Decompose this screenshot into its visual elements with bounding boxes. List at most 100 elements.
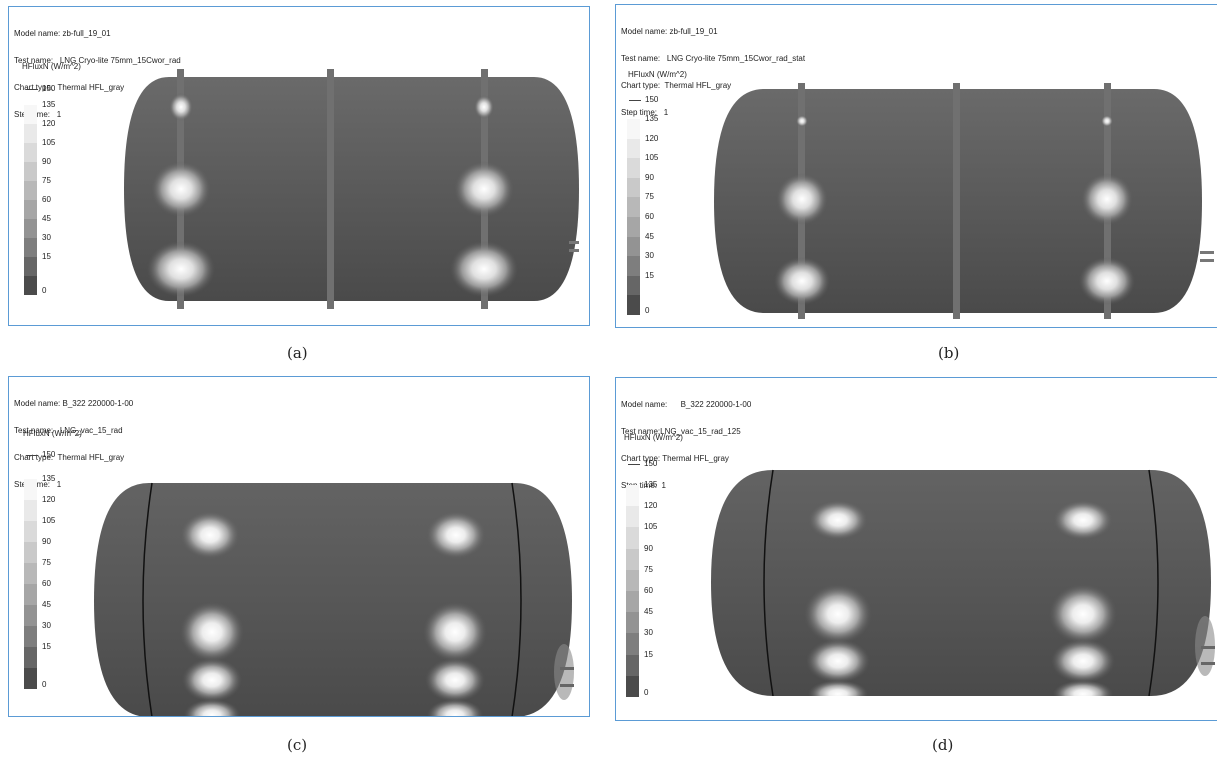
legend-tick-label: 60 — [42, 195, 51, 204]
legend-tick-label: 15 — [42, 642, 51, 651]
legend-tick-label: 0 — [42, 680, 47, 689]
legend-swatch — [24, 668, 37, 689]
step-time-label: Step time: — [14, 110, 51, 119]
legend-tick-label: 45 — [42, 600, 51, 609]
legend-tick-label: 15 — [42, 252, 51, 261]
legend-tick-label: 150 — [645, 95, 659, 104]
step-time-value: 1 — [56, 110, 62, 119]
legend-swatch — [626, 569, 639, 591]
chart-type-value: Thermal HFL_gray — [662, 454, 729, 463]
legend-swatch — [626, 654, 639, 676]
legend-tick-label: 120 — [644, 501, 658, 511]
legend-swatch — [626, 506, 639, 528]
caption-d: (d) — [932, 736, 954, 754]
test-name-label: Test name: — [621, 54, 661, 63]
legend-tick-label: 30 — [644, 628, 653, 638]
legend-tick-label: 45 — [645, 231, 654, 241]
test-name-value: LNG Cryo-lite 75mm_15Cwor_rad — [59, 56, 181, 65]
legend-tick-label: 60 — [42, 579, 51, 588]
legend-swatch — [626, 527, 639, 549]
legend-tick-label: 90 — [42, 537, 51, 546]
step-time-label: Step time: — [14, 480, 51, 489]
model-name-value: zb-full_19_01 — [62, 29, 111, 38]
chart-type-label: Chart type: — [621, 81, 661, 90]
legend-swatch — [24, 162, 37, 181]
legend-swatch — [24, 584, 37, 605]
legend-tick-label: 135 — [42, 474, 56, 483]
legend-unit-label: HFluxN (W/m^2) — [22, 62, 81, 71]
legend-swatch — [24, 500, 37, 521]
panel-a: Model name: zb-full_19_01 Test name: LNG… — [8, 6, 590, 326]
legend-color-bar — [24, 479, 37, 689]
legend-swatch — [24, 200, 37, 219]
legend-tick-label: 120 — [42, 495, 56, 504]
legend-swatch — [24, 219, 37, 238]
tank-thermal-plot — [714, 83, 1214, 319]
legend-swatch — [24, 521, 37, 542]
legend-tick-label: 90 — [645, 172, 654, 182]
legend-tick-label: 105 — [644, 522, 658, 532]
caption-c: (c) — [287, 736, 308, 754]
caption-a: (a) — [287, 344, 308, 362]
chart-type-label: Chart type: — [14, 453, 54, 462]
test-name-label: Test name: — [14, 426, 54, 435]
legend-tick-label: 120 — [42, 119, 56, 128]
model-name-label: Model name: — [14, 399, 61, 408]
step-time-value: 1 — [661, 481, 666, 490]
legend-tick-label: 90 — [42, 157, 51, 166]
legend-tick-label: 45 — [42, 214, 51, 223]
test-name-label: Test name: — [14, 56, 54, 65]
legend-tick-label: 135 — [42, 100, 56, 109]
legend-tick-label: 15 — [645, 270, 654, 280]
caption-b: (b) — [938, 344, 960, 362]
legend-unit-label: HFluxN (W/m^2) — [628, 70, 687, 79]
legend-swatch — [24, 143, 37, 162]
legend-tick-label: 0 — [644, 688, 649, 697]
legend-tick-label: 30 — [645, 251, 654, 261]
panel-c: Model name: B_322 220000-1-00 Test name:… — [8, 376, 590, 717]
metadata-block: Model name: B_322 220000-1-00 Test name:… — [621, 382, 751, 508]
legend-tick-label: 0 — [645, 306, 650, 315]
chart-type-label: Chart type: — [621, 454, 661, 463]
legend-tick-label: 30 — [42, 621, 51, 630]
legend-swatch — [24, 605, 37, 626]
legend-tick-label: 150 — [42, 450, 56, 459]
legend-color-bar — [24, 105, 37, 295]
legend-tick-label: 60 — [644, 586, 653, 595]
legend-tick-label: 105 — [42, 516, 56, 525]
legend-swatch — [24, 647, 37, 668]
step-time-label: Step time: — [621, 108, 658, 117]
legend-tick-label: 150 — [644, 459, 658, 468]
metadata-block: Model name: B_322 220000-1-00 Test name:… — [14, 381, 133, 507]
legend-swatch — [24, 105, 37, 124]
legend-swatch — [627, 256, 640, 276]
legend-swatch — [627, 119, 640, 139]
legend-swatch — [24, 124, 37, 143]
legend-tick-label: 75 — [644, 564, 653, 574]
legend-tick-label: 75 — [42, 558, 51, 567]
legend-swatch — [627, 197, 640, 217]
legend-swatch — [24, 257, 37, 276]
legend-swatch — [24, 563, 37, 584]
legend-color-bar — [626, 485, 639, 697]
model-name-value: B_322 220000-1-00 — [62, 399, 134, 408]
tank-thermal-plot — [124, 69, 579, 309]
step-time-value: 1 — [56, 480, 62, 489]
legend-tick-label: 75 — [645, 192, 654, 202]
legend-swatch — [626, 612, 639, 634]
legend-tick-label: 150 — [42, 84, 56, 93]
legend-swatch — [627, 177, 640, 198]
metadata-block: Model name: zb-full_19_01 Test name: LNG… — [621, 9, 805, 135]
legend-tick-label: 45 — [644, 607, 653, 617]
legend-swatch — [627, 138, 640, 159]
legend-tick-label: 60 — [645, 212, 654, 221]
legend-swatch — [626, 633, 639, 655]
legend-swatch — [24, 542, 37, 563]
legend-swatch — [626, 590, 639, 613]
legend-swatch — [24, 181, 37, 200]
legend-tick-label: 15 — [644, 649, 653, 659]
legend-tick-label: 105 — [42, 138, 56, 147]
chart-type-value: Thermal HFL_gray — [57, 453, 125, 462]
legend-swatch — [24, 276, 37, 295]
legend-swatch — [24, 626, 37, 647]
